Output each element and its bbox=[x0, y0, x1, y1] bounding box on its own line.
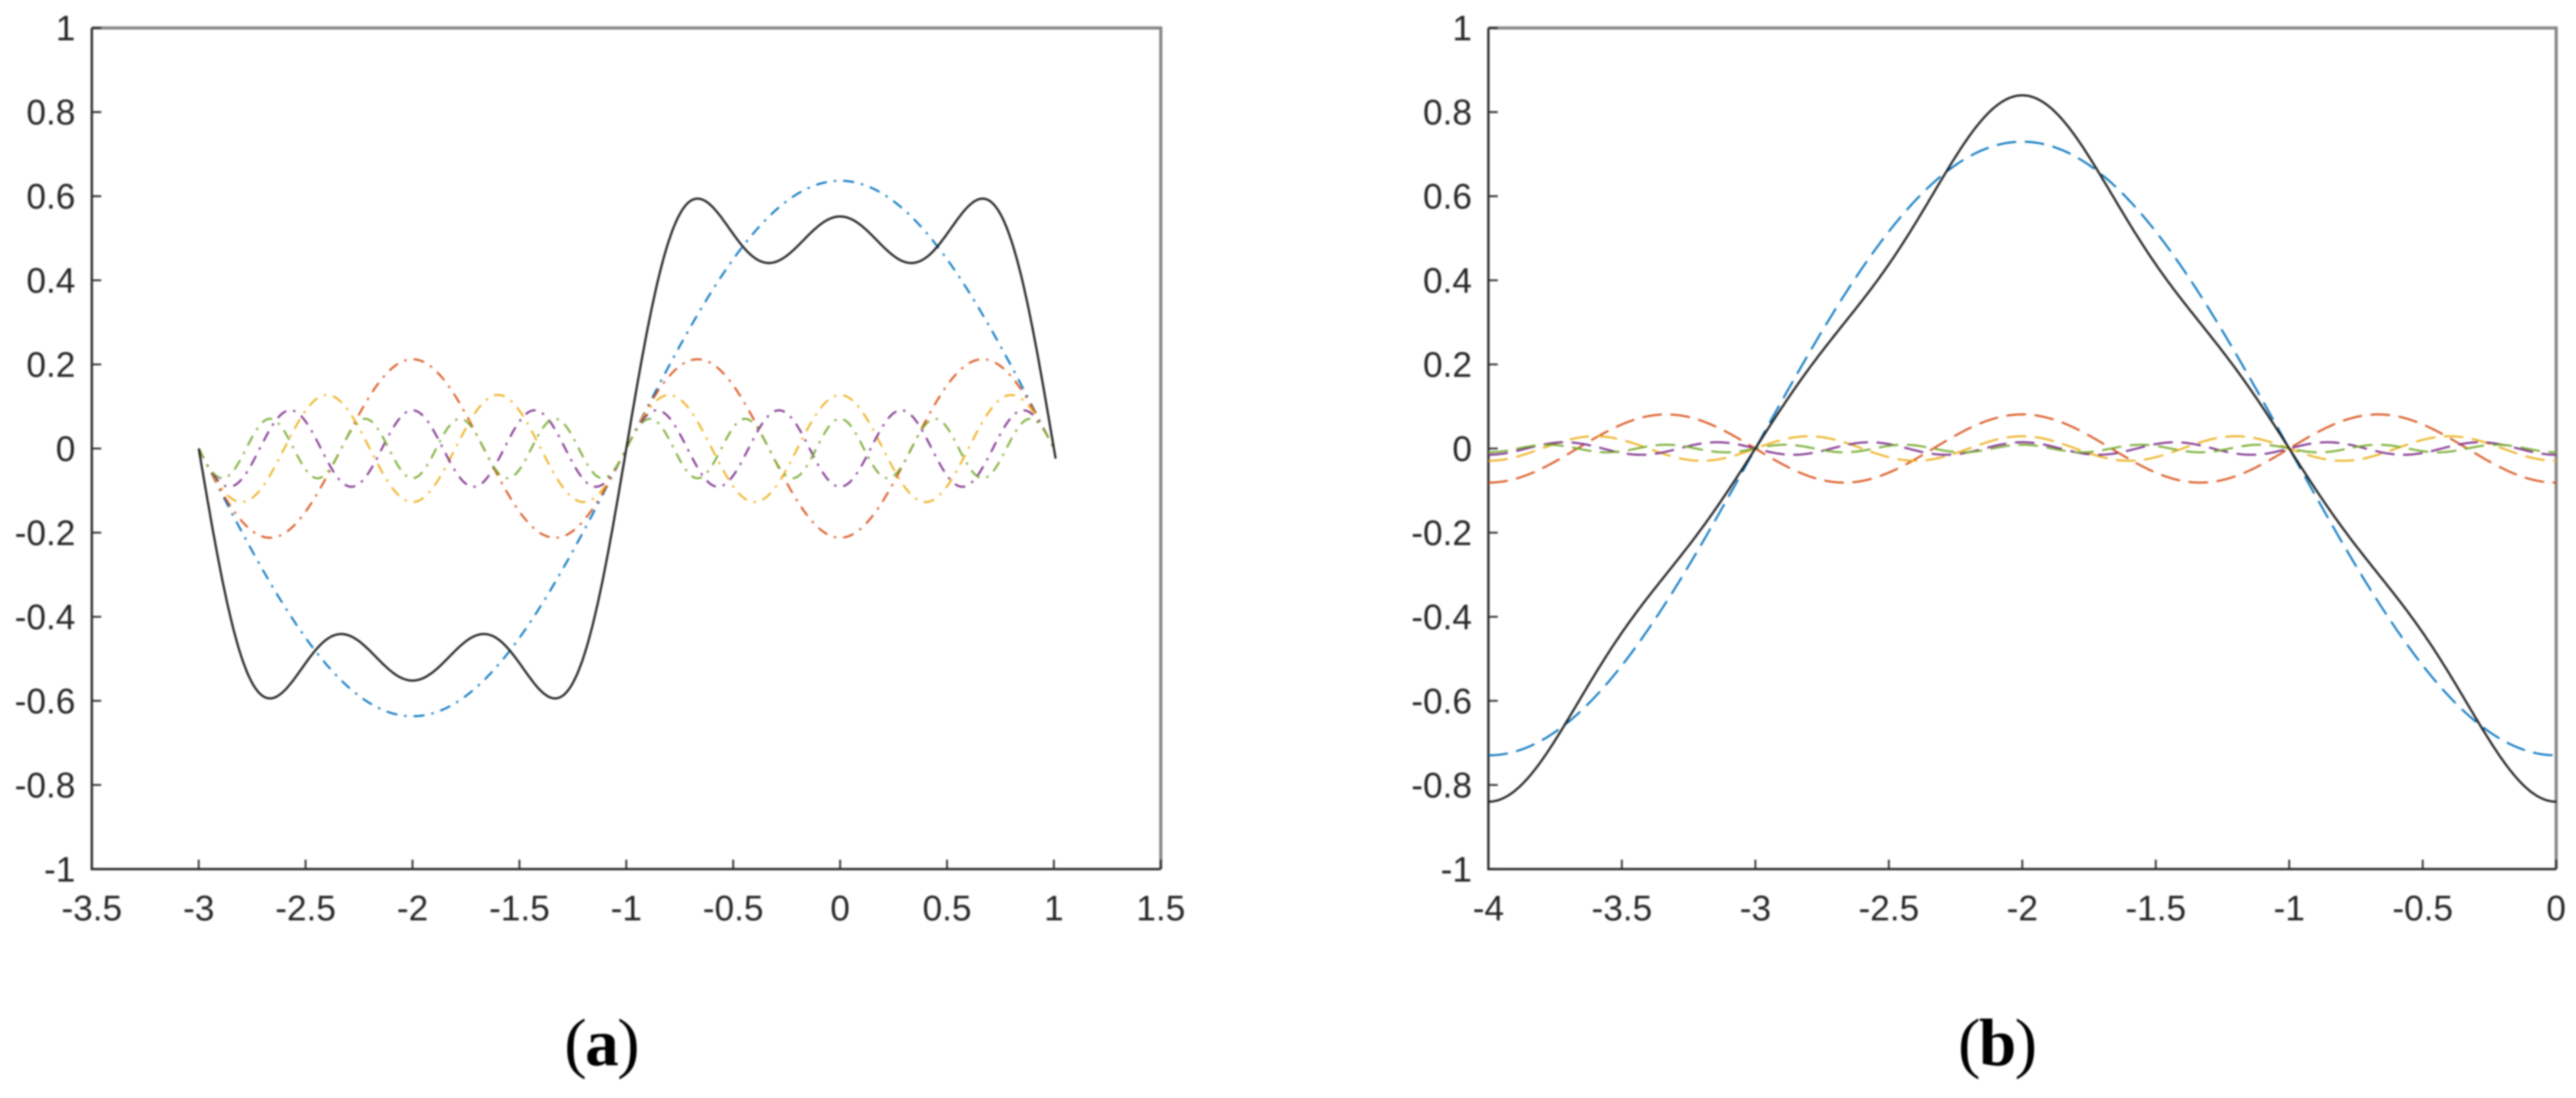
svg-text:-0.4: -0.4 bbox=[15, 597, 76, 637]
svg-text:-0.6: -0.6 bbox=[1411, 682, 1472, 722]
svg-text:-0.4: -0.4 bbox=[1411, 597, 1472, 637]
svg-text:0.8: 0.8 bbox=[1423, 92, 1472, 132]
svg-text:-0.6: -0.6 bbox=[15, 682, 76, 722]
svg-text:1: 1 bbox=[56, 9, 75, 49]
svg-text:0.2: 0.2 bbox=[1423, 345, 1472, 385]
svg-text:-0.2: -0.2 bbox=[1411, 513, 1472, 553]
svg-text:-0.8: -0.8 bbox=[1411, 765, 1472, 805]
svg-text:0.6: 0.6 bbox=[1423, 177, 1472, 217]
svg-text:-1: -1 bbox=[611, 888, 642, 928]
svg-text:-0.5: -0.5 bbox=[2392, 888, 2453, 928]
svg-text:-3.5: -3.5 bbox=[62, 888, 123, 928]
svg-text:0.4: 0.4 bbox=[27, 261, 76, 301]
svg-text:-0.2: -0.2 bbox=[15, 513, 76, 553]
svg-text:-1: -1 bbox=[2274, 888, 2305, 928]
svg-text:-3.5: -3.5 bbox=[1591, 888, 1652, 928]
svg-text:1: 1 bbox=[1044, 888, 1064, 928]
svg-text:0.5: 0.5 bbox=[923, 888, 972, 928]
svg-text:0.4: 0.4 bbox=[1423, 261, 1472, 301]
svg-text:-1: -1 bbox=[44, 850, 75, 890]
svg-text:-3: -3 bbox=[1740, 888, 1771, 928]
svg-text:-2.5: -2.5 bbox=[276, 888, 337, 928]
svg-text:0.6: 0.6 bbox=[27, 177, 76, 217]
svg-text:-2: -2 bbox=[397, 888, 428, 928]
svg-text:-3: -3 bbox=[183, 888, 214, 928]
svg-text:0: 0 bbox=[1452, 429, 1472, 469]
svg-text:-2: -2 bbox=[2007, 888, 2038, 928]
svg-text:(b): (b) bbox=[1958, 1005, 2035, 1080]
svg-text:1.5: 1.5 bbox=[1137, 888, 1186, 928]
svg-text:(a): (a) bbox=[564, 1005, 638, 1080]
svg-text:0: 0 bbox=[56, 429, 75, 469]
svg-text:0.2: 0.2 bbox=[27, 345, 76, 385]
svg-text:0: 0 bbox=[830, 888, 850, 928]
svg-text:0.8: 0.8 bbox=[27, 92, 76, 132]
svg-text:-1.5: -1.5 bbox=[2125, 888, 2186, 928]
svg-text:-1.5: -1.5 bbox=[489, 888, 550, 928]
svg-text:-1: -1 bbox=[1440, 850, 1472, 890]
svg-text:-4: -4 bbox=[1472, 888, 1504, 928]
svg-text:1: 1 bbox=[1452, 9, 1472, 49]
svg-text:-2.5: -2.5 bbox=[1858, 888, 1919, 928]
svg-text:0: 0 bbox=[2546, 888, 2566, 928]
svg-text:-0.8: -0.8 bbox=[15, 765, 76, 805]
svg-text:-0.5: -0.5 bbox=[703, 888, 764, 928]
